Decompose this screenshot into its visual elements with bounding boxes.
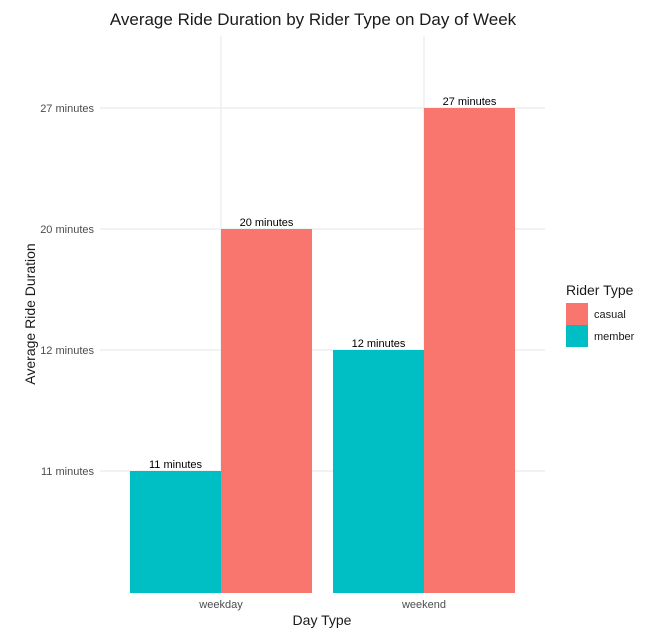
y-tick-label: 12 minutes [40, 345, 94, 357]
y-tick-label: 11 minutes [41, 466, 94, 478]
legend: Rider Type casual member [566, 282, 635, 347]
bar-member-weekend [333, 350, 424, 593]
y-axis-title: Average Ride Duration [22, 243, 38, 384]
legend-label-casual: casual [594, 309, 626, 321]
legend-title: Rider Type [566, 282, 634, 298]
x-axis-ticks: weekday weekend [198, 599, 446, 611]
bar-value-label: 20 minutes [240, 217, 294, 229]
bar-value-label: 12 minutes [352, 338, 406, 350]
bar-casual-weekday [221, 229, 312, 593]
bar-value-label: 11 minutes [149, 459, 202, 471]
y-tick-label: 27 minutes [40, 103, 94, 115]
y-tick-label: 20 minutes [40, 224, 94, 236]
legend-swatch-casual [566, 303, 588, 325]
legend-label-member: member [594, 331, 635, 343]
x-tick-label: weekday [198, 599, 243, 611]
bars [130, 108, 515, 593]
legend-swatch-member [566, 325, 588, 347]
bar-value-labels: 11 minutes 12 minutes 20 minutes 27 minutes [149, 96, 497, 471]
x-axis-title: Day Type [293, 612, 352, 628]
bar-member-weekday [130, 471, 221, 593]
chart-title: Average Ride Duration by Rider Type on D… [110, 10, 517, 29]
bar-value-label: 27 minutes [443, 96, 497, 108]
x-tick-label: weekend [401, 599, 446, 611]
y-axis-ticks: 11 minutes 12 minutes 20 minutes 27 minutes [40, 103, 94, 478]
bar-casual-weekend [424, 108, 515, 593]
